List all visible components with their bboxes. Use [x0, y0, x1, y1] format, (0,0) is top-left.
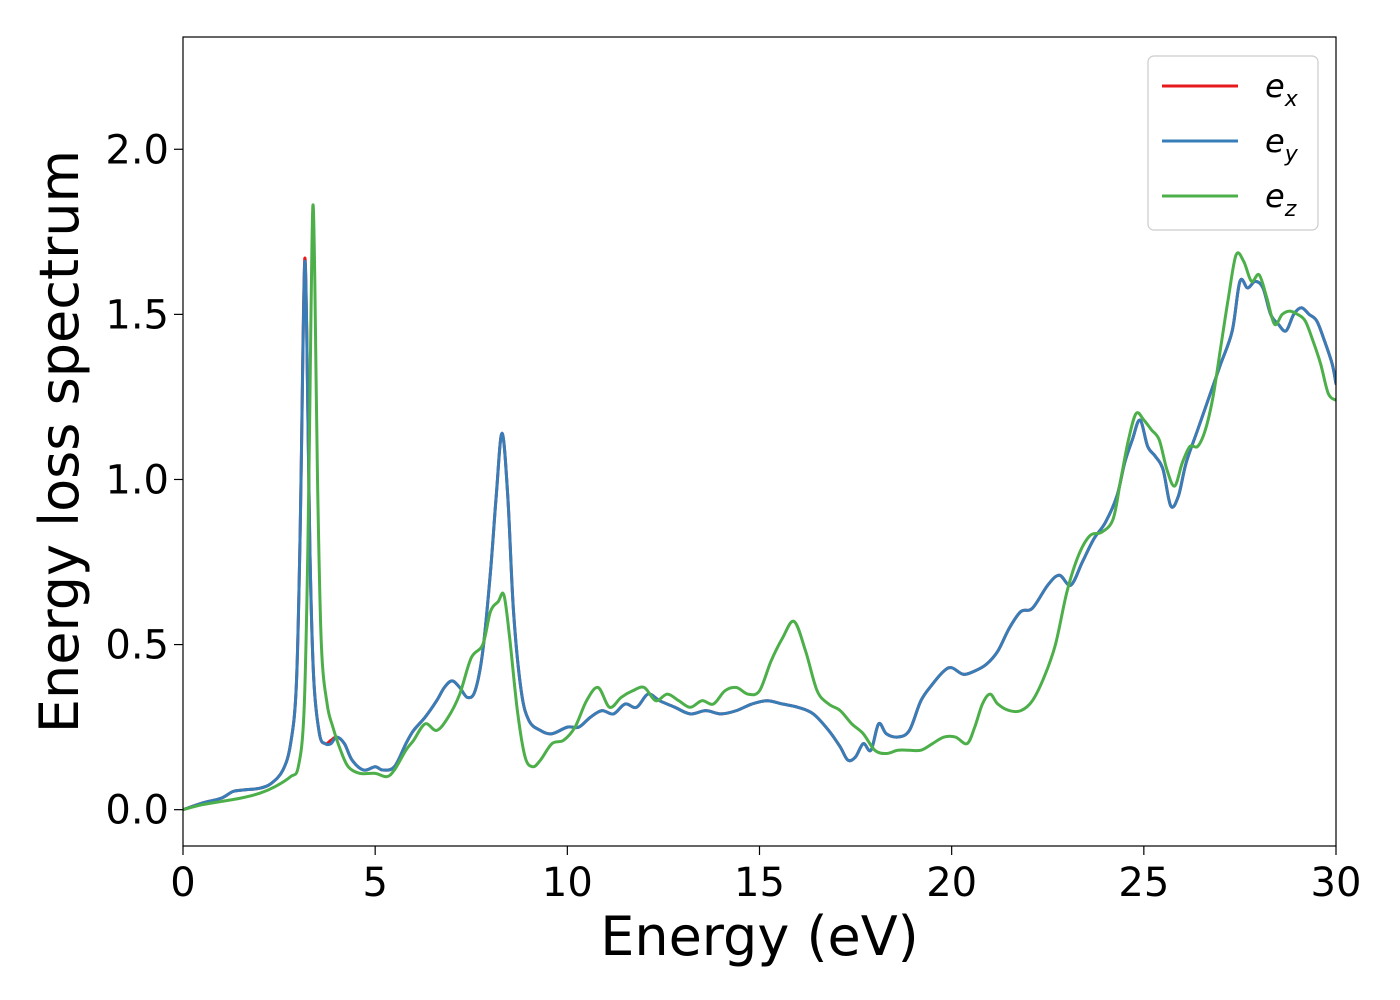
x-tick-label: 5 [362, 860, 387, 906]
legend: ex ey ez [1147, 55, 1319, 231]
y-axis: 0.0 0.5 1.0 1.5 2.0 [105, 127, 183, 834]
x-axis-title: Energy (eV) [600, 905, 919, 968]
legend-item-x: ex [1162, 67, 1299, 112]
x-tick-label: 15 [734, 860, 785, 906]
series-layer [183, 203, 1336, 812]
x-tick-label: 20 [926, 860, 977, 906]
legend-item-y: ey [1162, 122, 1299, 167]
x-tick-label: 25 [1118, 860, 1169, 906]
legend-item-z: ez [1162, 177, 1297, 222]
x-axis: 0 5 10 15 20 25 30 [170, 846, 1361, 906]
y-tick-label: 0.5 [105, 623, 169, 669]
x-tick-label: 30 [1311, 860, 1362, 906]
y-tick-label: 1.0 [105, 457, 169, 503]
y-tick-label: 0.0 [105, 788, 169, 834]
legend-label: ey [1265, 122, 1299, 167]
x-tick-label: 0 [170, 860, 195, 906]
y-tick-label: 2.0 [105, 127, 169, 173]
y-tick-label: 1.5 [105, 292, 169, 338]
legend-label: ex [1265, 67, 1299, 112]
series-line-y [183, 260, 1336, 812]
y-axis-title: Energy loss spectrum [28, 150, 91, 733]
x-tick-label: 10 [542, 860, 593, 906]
legend-label: ez [1265, 177, 1297, 222]
legend-box [1147, 55, 1319, 231]
series-line-z [183, 203, 1336, 812]
